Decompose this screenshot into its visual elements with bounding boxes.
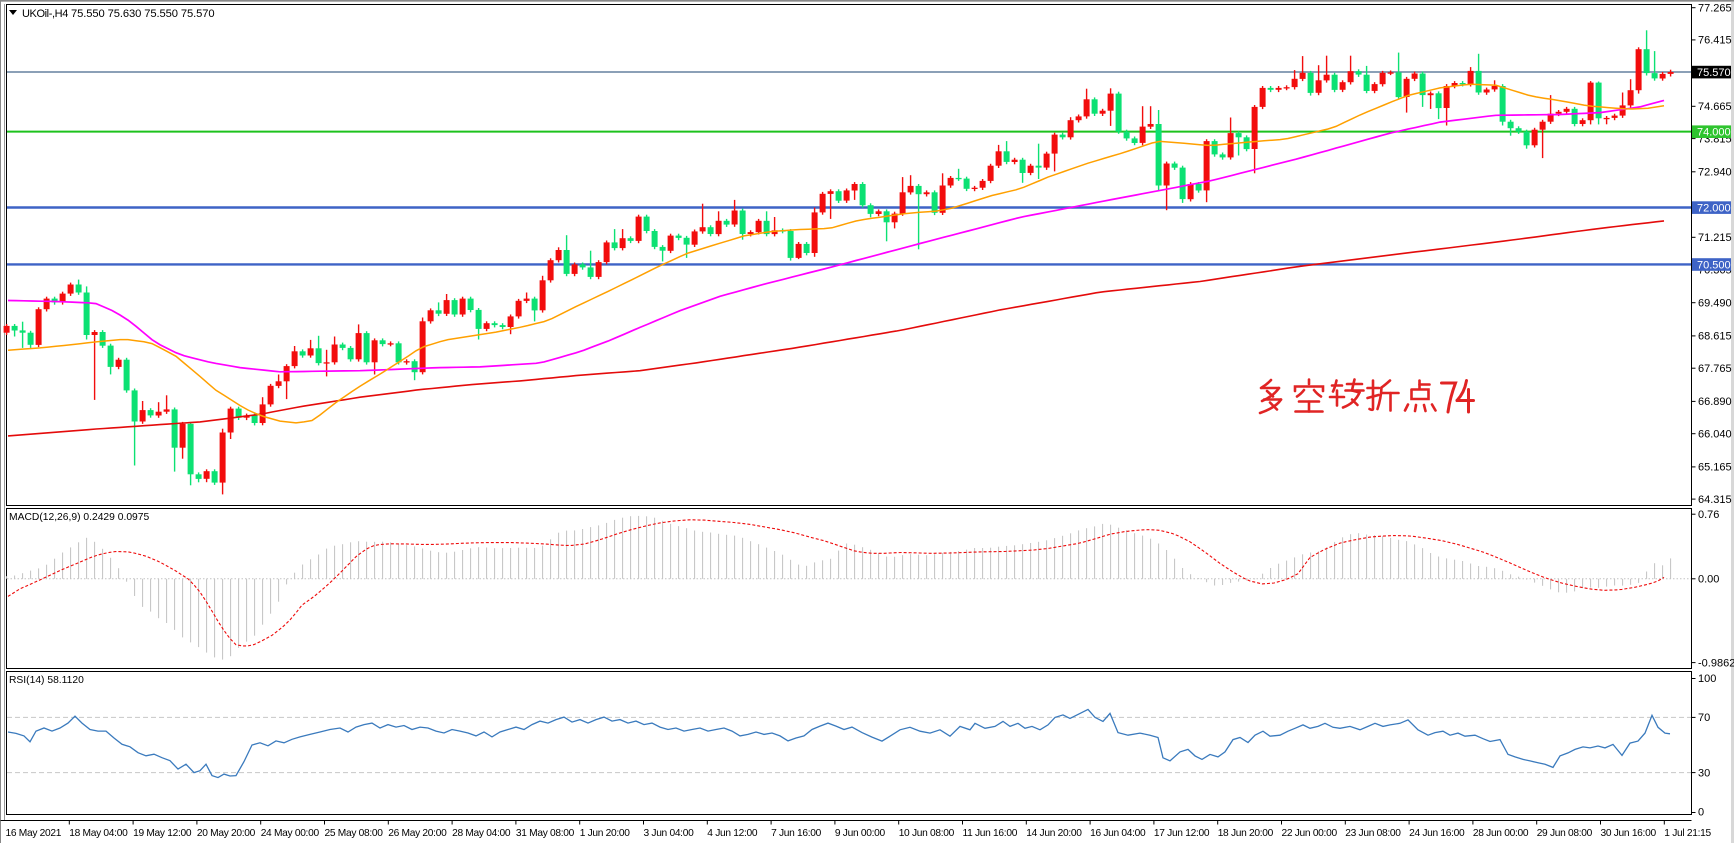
- svg-text:28 Jun 00:00: 28 Jun 00:00: [1473, 828, 1529, 839]
- svg-text:9 Jun 00:00: 9 Jun 00:00: [835, 828, 886, 839]
- svg-text:72.940: 72.940: [1698, 167, 1732, 179]
- svg-text:72.000: 72.000: [1697, 203, 1731, 215]
- svg-text:74.665: 74.665: [1698, 101, 1732, 113]
- svg-text:22 Jun 00:00: 22 Jun 00:00: [1282, 828, 1338, 839]
- svg-text:MACD(12,26,9) 0.2429 0.0975: MACD(12,26,9) 0.2429 0.0975: [9, 512, 150, 523]
- svg-text:100: 100: [1698, 673, 1716, 685]
- svg-text:31 May 08:00: 31 May 08:00: [516, 828, 575, 839]
- svg-text:-0.9862: -0.9862: [1698, 657, 1734, 669]
- svg-text:1 Jun 20:00: 1 Jun 20:00: [580, 828, 631, 839]
- svg-text:RSI(14) 58.1120: RSI(14) 58.1120: [9, 675, 84, 686]
- svg-text:68.615: 68.615: [1698, 331, 1732, 343]
- svg-text:24 May 00:00: 24 May 00:00: [261, 828, 320, 839]
- svg-text:10 Jun 08:00: 10 Jun 08:00: [899, 828, 955, 839]
- svg-text:19 May 12:00: 19 May 12:00: [133, 828, 192, 839]
- svg-text:29 Jun 08:00: 29 Jun 08:00: [1537, 828, 1593, 839]
- svg-text:77.265: 77.265: [1698, 3, 1732, 15]
- svg-text:0.76: 0.76: [1698, 509, 1719, 521]
- svg-text:75.570: 75.570: [1697, 67, 1731, 79]
- svg-text:7 Jun 16:00: 7 Jun 16:00: [771, 828, 822, 839]
- svg-text:14 Jun 20:00: 14 Jun 20:00: [1026, 828, 1082, 839]
- svg-text:4 Jun 12:00: 4 Jun 12:00: [707, 828, 758, 839]
- svg-text:67.765: 67.765: [1698, 363, 1732, 375]
- svg-text:16 May 2021: 16 May 2021: [6, 828, 62, 839]
- svg-text:17 Jun 12:00: 17 Jun 12:00: [1154, 828, 1210, 839]
- svg-text:11 Jun 16:00: 11 Jun 16:00: [963, 828, 1018, 839]
- svg-text:24 Jun 16:00: 24 Jun 16:00: [1409, 828, 1465, 839]
- svg-text:71.215: 71.215: [1698, 232, 1732, 244]
- svg-text:18 May 04:00: 18 May 04:00: [69, 828, 128, 839]
- svg-text:23 Jun 08:00: 23 Jun 08:00: [1345, 828, 1401, 839]
- svg-text:3 Jun 04:00: 3 Jun 04:00: [644, 828, 695, 839]
- svg-text:20 May 20:00: 20 May 20:00: [197, 828, 256, 839]
- svg-text:26 May 20:00: 26 May 20:00: [388, 828, 447, 839]
- svg-text:16 Jun 04:00: 16 Jun 04:00: [1090, 828, 1146, 839]
- svg-text:28 May 04:00: 28 May 04:00: [452, 828, 511, 839]
- svg-text:1 Jul 21:15: 1 Jul 21:15: [1664, 828, 1711, 839]
- svg-text:75.550 75.630 75.550 75.570: 75.550 75.630 75.550 75.570: [71, 8, 215, 20]
- svg-text:76.415: 76.415: [1698, 35, 1732, 47]
- svg-text:70: 70: [1698, 712, 1710, 724]
- svg-text:0: 0: [1698, 807, 1704, 819]
- svg-text:65.165: 65.165: [1698, 462, 1732, 474]
- svg-text:66.890: 66.890: [1698, 396, 1732, 408]
- svg-text:0.00: 0.00: [1698, 574, 1719, 586]
- svg-text:70.500: 70.500: [1697, 259, 1731, 271]
- svg-text:30: 30: [1698, 767, 1710, 779]
- svg-text:18 Jun 20:00: 18 Jun 20:00: [1218, 828, 1274, 839]
- svg-text:25 May 08:00: 25 May 08:00: [325, 828, 384, 839]
- svg-text:30 Jun 16:00: 30 Jun 16:00: [1601, 828, 1657, 839]
- svg-text:69.490: 69.490: [1698, 298, 1732, 310]
- svg-text:UKOil-,H4: UKOil-,H4: [22, 8, 68, 20]
- svg-text:64.315: 64.315: [1698, 494, 1732, 506]
- svg-text:74.000: 74.000: [1697, 127, 1731, 139]
- svg-text:66.040: 66.040: [1698, 429, 1732, 441]
